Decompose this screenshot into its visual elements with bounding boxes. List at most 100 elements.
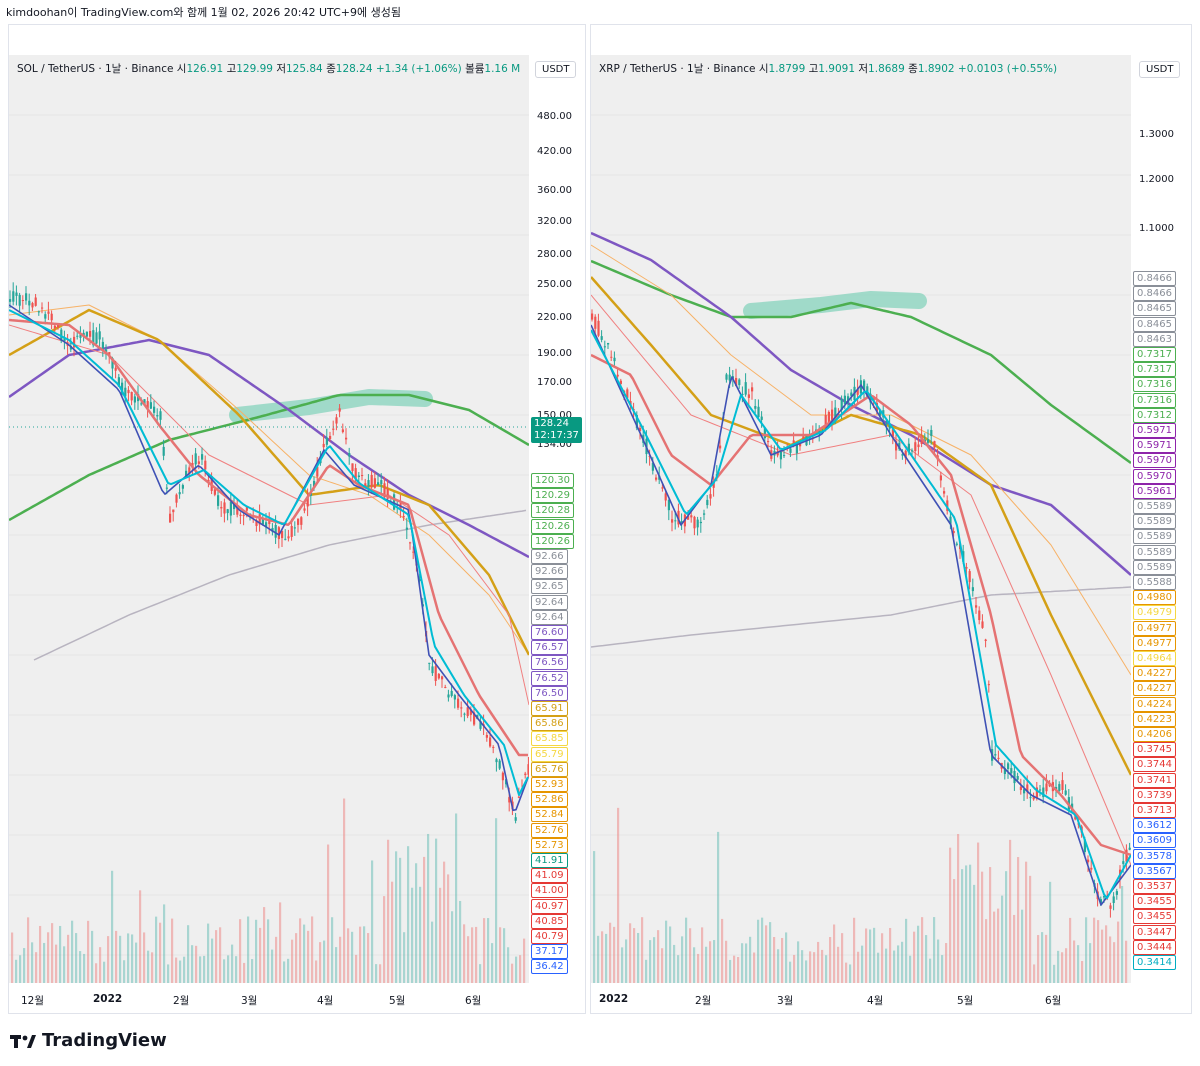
xrp-candle [728,374,731,381]
xrp-ma-label: 0.3567 [1133,863,1176,879]
xrp-candle [754,406,757,409]
xrp-time-tick: 6월 [1045,995,1062,1007]
xrp-axis-tick: 1.3000 [1139,129,1174,140]
xrp-volume-bar [593,851,596,983]
sol-candle [501,772,504,781]
tradingview-logo: TradingView [10,1030,167,1051]
xrp-candle [856,389,859,395]
xrp-candle [613,357,616,362]
sol-candle [204,460,207,470]
sol-volume-bar [507,947,510,983]
sol-axis-tick: 150.00 [537,410,572,421]
xrp-ma-label: 0.5970 [1133,468,1176,484]
sol-volume-bar [247,916,250,983]
sol-volume-bar [451,911,454,983]
sol-open-label: 시 [176,63,187,75]
xrp-candle [863,380,866,390]
sol-volume-bar [431,921,434,983]
xrp-volume-bar [945,943,948,983]
sol-volume-bar [91,930,94,983]
sol-price-axis[interactable]: USDT 480.00 420.00 360.00 320.00 280.00 250.0… [529,55,585,983]
sol-volume-bar [407,846,410,983]
sol-candle [165,487,168,489]
xrp-volume-bar [649,940,652,983]
xrp-candle [859,380,862,394]
sol-volume-bar [519,955,522,983]
xrp-candle [975,605,978,608]
sol-ma-label: 40.79 [531,929,568,944]
xrp-candle [763,427,766,439]
xrp-high-label: 고 [808,63,819,75]
sol-candle [28,300,31,306]
sol-ma-label: 120.28 [531,503,574,519]
xrp-price-axis[interactable]: USDT 1.3000 1.2000 1.1000 0.8466 0.8466 0.84… [1131,55,1191,983]
xrp-volume-bar [901,941,904,983]
sol-ma-salmon [9,318,528,757]
xrp-volume-bar [881,933,884,983]
xrp-volume-bar [969,864,972,983]
xrp-volume-bar [1089,943,1092,983]
xrp-candle [703,513,706,515]
xrp-chart-svg [591,114,1131,983]
brand-name: TradingView [42,1030,167,1051]
xrp-candle [751,387,754,392]
xrp-plot-area[interactable] [591,55,1131,983]
sol-volume-bar [439,887,442,983]
sol-ma-label: 52.76 [531,822,568,838]
xrp-candle [1087,859,1090,863]
sol-candle [236,508,239,515]
xrp-time-axis[interactable]: 2022 2월 3월 4월 5월 6월 [591,983,1131,1014]
sol-volume-bar [135,942,138,983]
sol-candle [524,773,527,776]
sol-plot-area[interactable] [9,55,529,983]
xrp-volume-bar [641,917,644,983]
sol-time-tick: 2022 [93,993,123,1005]
sol-time-axis[interactable]: 12월 2022 2월 3월 4월 5월 6월 [9,983,529,1014]
xrp-axis-tick: 1.1000 [1139,223,1174,234]
xrp-candle [879,409,882,416]
sol-volume-bar [427,833,430,983]
sol-volume-bar [227,955,230,983]
sol-time-tick: 3월 [241,995,258,1007]
sol-candle [34,297,37,306]
sol-volume-bar [179,960,182,983]
xrp-volume-bar [809,951,812,983]
sol-ma-label: 76.56 [531,655,568,671]
sol-volume-bar [111,870,114,983]
xrp-volume-bar [601,931,604,983]
sol-currency-button[interactable]: USDT [535,61,577,78]
xrp-candle [699,521,702,524]
xrp-time-tick: 3월 [777,995,794,1007]
xrp-currency-button[interactable]: USDT [1139,61,1181,78]
sol-candle [514,817,517,821]
sol-time-tick: 4월 [317,995,334,1007]
sol-time-tick: 6월 [465,995,482,1007]
xrp-candle [891,429,894,437]
xrp-volume-bar [797,941,800,983]
sol-candle [313,481,316,489]
sol-volume-bar [503,928,506,983]
xrp-ma-label: 0.8466 [1133,271,1176,286]
sol-volume-bar [471,927,474,983]
sol-candle [469,709,472,715]
sol-volume-bar [411,887,414,983]
xrp-volume-bar [829,937,832,983]
xrp-volume-bar [617,807,620,983]
xrp-ma-purple [591,231,1131,576]
sol-ma-green [9,393,529,522]
xrp-volume-bar [721,918,724,983]
xrp-chart-panel[interactable]: XRP / TetherUS · 1날 · Binance 시1.8799 고1… [590,24,1192,1014]
xrp-ma-label: 0.7317 [1133,362,1176,378]
xrp-candle [943,491,946,494]
xrp-candle [888,423,891,429]
sol-volume-bar [23,948,26,983]
sol-volume-bar [171,918,174,983]
xrp-open-label: 시 [758,63,769,75]
sol-chart-panel[interactable]: SOL / TetherUS · 1날 · Binance 시126.91 고1… [8,24,586,1014]
sol-ma-label: 36.42 [531,959,568,975]
xrp-volume-bar [669,926,672,983]
sol-candle [53,325,56,329]
sol-candle [229,501,232,516]
sol-candle [309,493,312,496]
xrp-high: 1.9091 [818,63,856,75]
